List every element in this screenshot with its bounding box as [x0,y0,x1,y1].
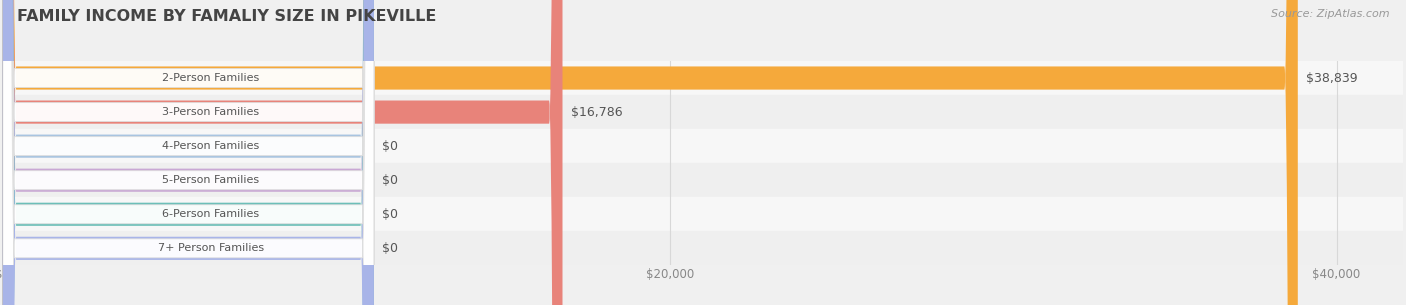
Bar [3,231,1403,265]
Text: $0: $0 [382,140,398,152]
Text: 4-Person Families: 4-Person Families [162,141,259,151]
FancyBboxPatch shape [3,0,374,305]
FancyBboxPatch shape [3,0,374,305]
FancyBboxPatch shape [3,0,374,305]
Text: 5-Person Families: 5-Person Families [162,175,259,185]
FancyBboxPatch shape [3,0,1298,305]
Text: $16,786: $16,786 [571,106,623,119]
Text: Source: ZipAtlas.com: Source: ZipAtlas.com [1271,9,1389,19]
Bar [3,163,1403,197]
Text: 2-Person Families: 2-Person Families [162,73,259,83]
FancyBboxPatch shape [3,0,374,305]
Text: $0: $0 [382,174,398,187]
FancyBboxPatch shape [3,0,374,305]
FancyBboxPatch shape [3,0,374,305]
Bar [3,61,1403,95]
Text: 7+ Person Families: 7+ Person Families [157,243,264,253]
FancyBboxPatch shape [3,0,374,305]
FancyBboxPatch shape [3,0,374,305]
Text: FAMILY INCOME BY FAMALIY SIZE IN PIKEVILLE: FAMILY INCOME BY FAMALIY SIZE IN PIKEVIL… [17,9,436,24]
Text: $0: $0 [382,208,398,221]
FancyBboxPatch shape [3,0,562,305]
Text: $0: $0 [382,242,398,255]
FancyBboxPatch shape [3,0,374,305]
Text: $38,839: $38,839 [1306,72,1358,84]
Bar [3,197,1403,231]
Bar [3,95,1403,129]
Bar [3,129,1403,163]
FancyBboxPatch shape [3,0,374,305]
Text: 6-Person Families: 6-Person Families [162,209,259,219]
Text: 3-Person Families: 3-Person Families [162,107,259,117]
